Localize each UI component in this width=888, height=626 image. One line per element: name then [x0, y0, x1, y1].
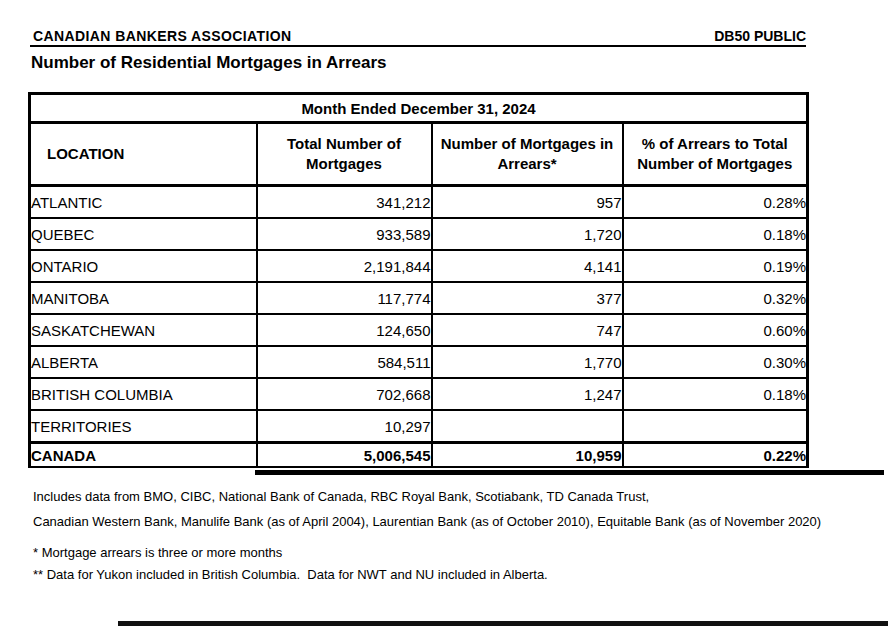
page-title: Number of Residential Mortgages in Arrea… — [31, 53, 387, 73]
row-total-mortgages: 341,212 — [257, 186, 432, 219]
row-location: QUEBEC — [30, 218, 257, 250]
row-location: ONTARIO — [30, 250, 257, 282]
row-percent-arrears: 0.60% — [623, 314, 808, 346]
row-percent-arrears: 0.18% — [623, 378, 808, 410]
table-row: TERRITORIES 10,297 — [30, 410, 808, 443]
table-row: ATLANTIC 341,212 957 0.28% — [30, 186, 808, 219]
source-note-line2: Canadian Western Bank, Manulife Bank (as… — [33, 514, 821, 529]
row-percent-arrears: 0.28% — [623, 186, 808, 219]
header-rule — [30, 45, 806, 47]
mortgage-arrears-table: Month Ended December 31, 2024 LOCATION T… — [28, 92, 809, 468]
row-mortgages-in-arrears: 957 — [432, 186, 623, 219]
row-mortgages-in-arrears: 1,770 — [432, 346, 623, 378]
row-mortgages-in-arrears — [432, 410, 623, 443]
table-bottom-rule — [255, 470, 884, 475]
source-note-line1: Includes data from BMO, CIBC, National B… — [33, 489, 649, 504]
row-location: TERRITORIES — [30, 410, 257, 443]
period-row: Month Ended December 31, 2024 — [30, 94, 808, 123]
row-total-mortgages: 584,511 — [257, 346, 432, 378]
column-header-mortgages-in-arrears: Number of Mortgages in Arrears* — [432, 123, 623, 186]
report-page: CANADIAN BANKERS ASSOCIATION DB50 PUBLIC… — [0, 0, 888, 626]
row-location: ATLANTIC — [30, 186, 257, 219]
row-location: BRITISH COLUMBIA — [30, 378, 257, 410]
row-location: MANITOBA — [30, 282, 257, 314]
table-body: ATLANTIC 341,212 957 0.28% QUEBEC 933,58… — [30, 186, 808, 443]
arrears-definition-note: * Mortgage arrears is three or more mont… — [33, 545, 282, 560]
period-title: Month Ended December 31, 2024 — [30, 94, 808, 123]
column-header-row: LOCATION Total Number of Mortgages Numbe… — [30, 123, 808, 186]
total-row-location: CANADA — [30, 443, 257, 468]
table-row: ALBERTA 584,511 1,770 0.30% — [30, 346, 808, 378]
row-total-mortgages: 2,191,844 — [257, 250, 432, 282]
row-location: SASKATCHEWAN — [30, 314, 257, 346]
row-percent-arrears: 0.30% — [623, 346, 808, 378]
row-percent-arrears: 0.19% — [623, 250, 808, 282]
table-row: MANITOBA 117,774 377 0.32% — [30, 282, 808, 314]
row-mortgages-in-arrears: 1,720 — [432, 218, 623, 250]
table-row: SASKATCHEWAN 124,650 747 0.60% — [30, 314, 808, 346]
page-bottom-rule — [118, 621, 888, 626]
row-percent-arrears — [623, 410, 808, 443]
row-percent-arrears: 0.32% — [623, 282, 808, 314]
row-total-mortgages: 10,297 — [257, 410, 432, 443]
column-header-percent-arrears: % of Arrears to Total Number of Mortgage… — [623, 123, 808, 186]
row-mortgages-in-arrears: 377 — [432, 282, 623, 314]
total-row: CANADA 5,006,545 10,959 0.22% — [30, 443, 808, 468]
table-row: BRITISH COLUMBIA 702,668 1,247 0.18% — [30, 378, 808, 410]
doc-code: DB50 PUBLIC — [0, 28, 806, 44]
row-percent-arrears: 0.18% — [623, 218, 808, 250]
table-row: QUEBEC 933,589 1,720 0.18% — [30, 218, 808, 250]
territories-note: ** Data for Yukon included in British Co… — [33, 567, 548, 582]
total-row-mortgages: 5,006,545 — [257, 443, 432, 468]
row-total-mortgages: 702,668 — [257, 378, 432, 410]
row-total-mortgages: 124,650 — [257, 314, 432, 346]
row-location: ALBERTA — [30, 346, 257, 378]
row-mortgages-in-arrears: 747 — [432, 314, 623, 346]
total-row-percent: 0.22% — [623, 443, 808, 468]
row-total-mortgages: 117,774 — [257, 282, 432, 314]
column-header-total-mortgages: Total Number of Mortgages — [257, 123, 432, 186]
table-row: ONTARIO 2,191,844 4,141 0.19% — [30, 250, 808, 282]
row-mortgages-in-arrears: 4,141 — [432, 250, 623, 282]
row-mortgages-in-arrears: 1,247 — [432, 378, 623, 410]
total-row-arrears: 10,959 — [432, 443, 623, 468]
row-total-mortgages: 933,589 — [257, 218, 432, 250]
column-header-location: LOCATION — [30, 123, 257, 186]
